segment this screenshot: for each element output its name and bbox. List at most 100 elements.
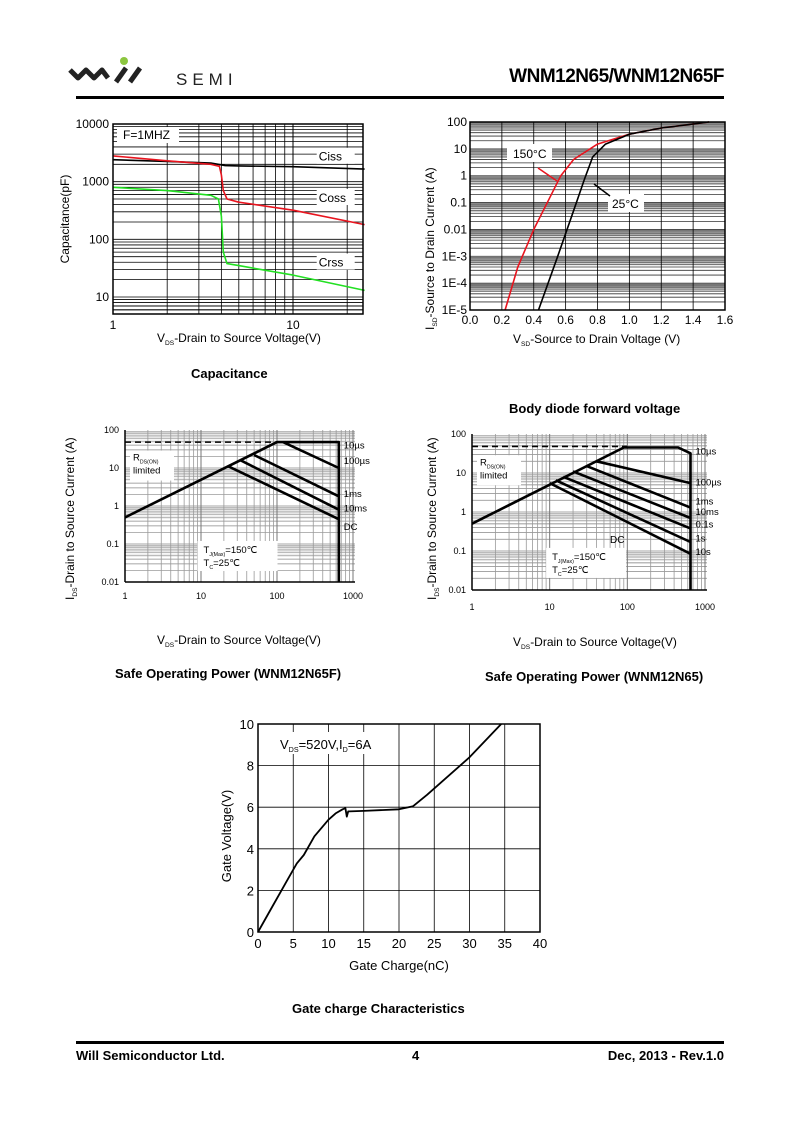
caption-body-diode: Body diode forward voltage — [509, 401, 681, 416]
caption-soa-12n65: Safe Operating Power (WNM12N65) — [485, 669, 704, 684]
y-tick-label: 10 — [454, 142, 468, 156]
x-tick-label: 5 — [290, 936, 297, 951]
y-axis-label-text: ISD-Source to Drain Current (A) — [423, 167, 439, 330]
soa-line-0.1s — [562, 475, 691, 530]
series-line-25c — [537, 121, 710, 311]
y-tick-label: 1E-5 — [442, 303, 468, 317]
x-tick-label: 0 — [254, 936, 261, 951]
series-label: 10ms — [695, 507, 718, 518]
y-tick-label: 1 — [461, 507, 466, 517]
rds-label: RDS(ON) — [480, 457, 506, 470]
part-number: WNM12N65/WNM12N65F — [509, 66, 724, 87]
x-axis-label: VDS-Drain to Source Voltage(V) — [513, 635, 677, 651]
leader-line-25c — [593, 183, 611, 197]
y-tick-label: 10 — [456, 468, 466, 478]
x-tick-label: 0.0 — [462, 313, 479, 327]
y-tick-label: 100 — [104, 425, 119, 435]
y-tick-label: 0.1 — [450, 196, 467, 210]
x-tick-label: 1000 — [695, 602, 715, 612]
plot-frame — [469, 121, 726, 311]
y-tick-label: 10 — [109, 463, 119, 473]
y-tick-label: 8 — [247, 759, 254, 774]
soa-line-100s — [282, 440, 340, 470]
footer-page-number: 4 — [412, 1048, 420, 1063]
logo-stroke-icon — [113, 66, 129, 84]
soa-line-10ms — [572, 470, 691, 520]
x-tick-label: 35 — [498, 936, 512, 951]
plot-frame — [112, 123, 364, 315]
series-label: 10µs — [344, 440, 365, 451]
footer-revision: Dec, 2013 - Rev.1.0 — [607, 1048, 724, 1063]
series-line-coss — [112, 155, 365, 226]
y-tick-label: 10 — [96, 290, 110, 304]
plot-frame — [257, 723, 541, 933]
y-tick-label: 0.1 — [106, 539, 119, 549]
series-label-25c: 25°C — [612, 197, 639, 211]
y-axis-label-text: IDS-Drain to Source Current (A) — [425, 437, 441, 600]
y-tick-label: 1 — [460, 169, 467, 183]
condition-tj: TJ(Max)=150℃ — [204, 545, 258, 558]
series-label: Ciss — [319, 150, 342, 164]
x-tick-label: 0.6 — [557, 313, 574, 327]
x-axis-label: Gate Charge(nC) — [349, 958, 449, 973]
x-tick-label: 100 — [269, 591, 284, 601]
soa-line-1ms — [253, 453, 340, 498]
x-tick-label: 0.8 — [589, 313, 606, 327]
series-label: Crss — [319, 256, 344, 270]
soa-line-10s — [124, 440, 341, 582]
x-tick-label: 30 — [462, 936, 476, 951]
x-tick-label: 100 — [620, 602, 635, 612]
x-tick-label: 1.0 — [621, 313, 638, 327]
caption-gate-charge: Gate charge Characteristics — [292, 1001, 465, 1016]
rds-label-line2: limited — [133, 466, 160, 477]
series-label: 10µs — [695, 446, 716, 457]
x-tick-label: 1000 — [343, 591, 363, 601]
series-label: 1s — [695, 534, 705, 545]
soa-line-10ms — [239, 459, 340, 511]
x-tick-label: 40 — [533, 936, 547, 951]
y-tick-label: 2 — [247, 883, 254, 898]
y-tick-label: 0.1 — [453, 546, 466, 556]
series-label: 1ms — [695, 496, 713, 507]
soa-line-1s — [555, 479, 692, 544]
x-tick-label: 1.2 — [653, 313, 670, 327]
x-tick-label: 20 — [392, 936, 406, 951]
y-axis-label: IDS-Drain to Source Current (A) — [63, 437, 79, 600]
series-label: 1ms — [344, 489, 362, 500]
condition-tc: TC=25℃ — [204, 558, 241, 571]
y-axis-label: ISD-Source to Drain Current (A) — [423, 167, 439, 330]
rds-label-line2: limited — [480, 470, 507, 481]
y-tick-label: 0 — [247, 925, 254, 940]
series-line-crss — [112, 186, 365, 292]
logo-wave-icon — [68, 67, 110, 81]
y-tick-label: 1000 — [82, 175, 109, 189]
series-label-bg — [316, 189, 355, 206]
rds-label: RDS(ON) — [133, 453, 159, 466]
x-tick-label: 10 — [286, 318, 300, 332]
caption-capacitance: Capacitance — [191, 366, 268, 381]
header-rule — [76, 96, 724, 99]
series-label-bg — [316, 147, 355, 164]
x-axis-label: VSD-Source to Drain Voltage (V) — [513, 332, 680, 348]
soa-line-100s — [596, 460, 691, 485]
conditions-bg — [197, 540, 278, 571]
x-tick-label: 1.4 — [685, 313, 702, 327]
y-axis-label-text: IDS-Drain to Source Current (A) — [63, 437, 79, 600]
annotation-conditions: VDS=520V,ID=6A — [280, 737, 372, 754]
series-label: Coss — [319, 191, 346, 205]
series-label: 0.1s — [695, 520, 713, 531]
y-tick-label: 100 — [447, 115, 467, 129]
y-axis-label: Capacitance(pF) — [58, 175, 72, 264]
y-tick-label: 0.01 — [448, 585, 466, 595]
logo-dot-icon — [120, 57, 128, 65]
series-label: 100µs — [695, 478, 721, 489]
y-tick-label: 4 — [247, 842, 254, 857]
x-tick-label: 10 — [321, 936, 335, 951]
x-tick-label: 1 — [110, 318, 117, 332]
series-label-bg — [507, 144, 552, 162]
condition-tc: TC=25℃ — [552, 565, 589, 578]
rds-label-bg — [477, 455, 521, 486]
x-axis-label: VDS-Drain to Source Voltage(V) — [157, 331, 321, 347]
